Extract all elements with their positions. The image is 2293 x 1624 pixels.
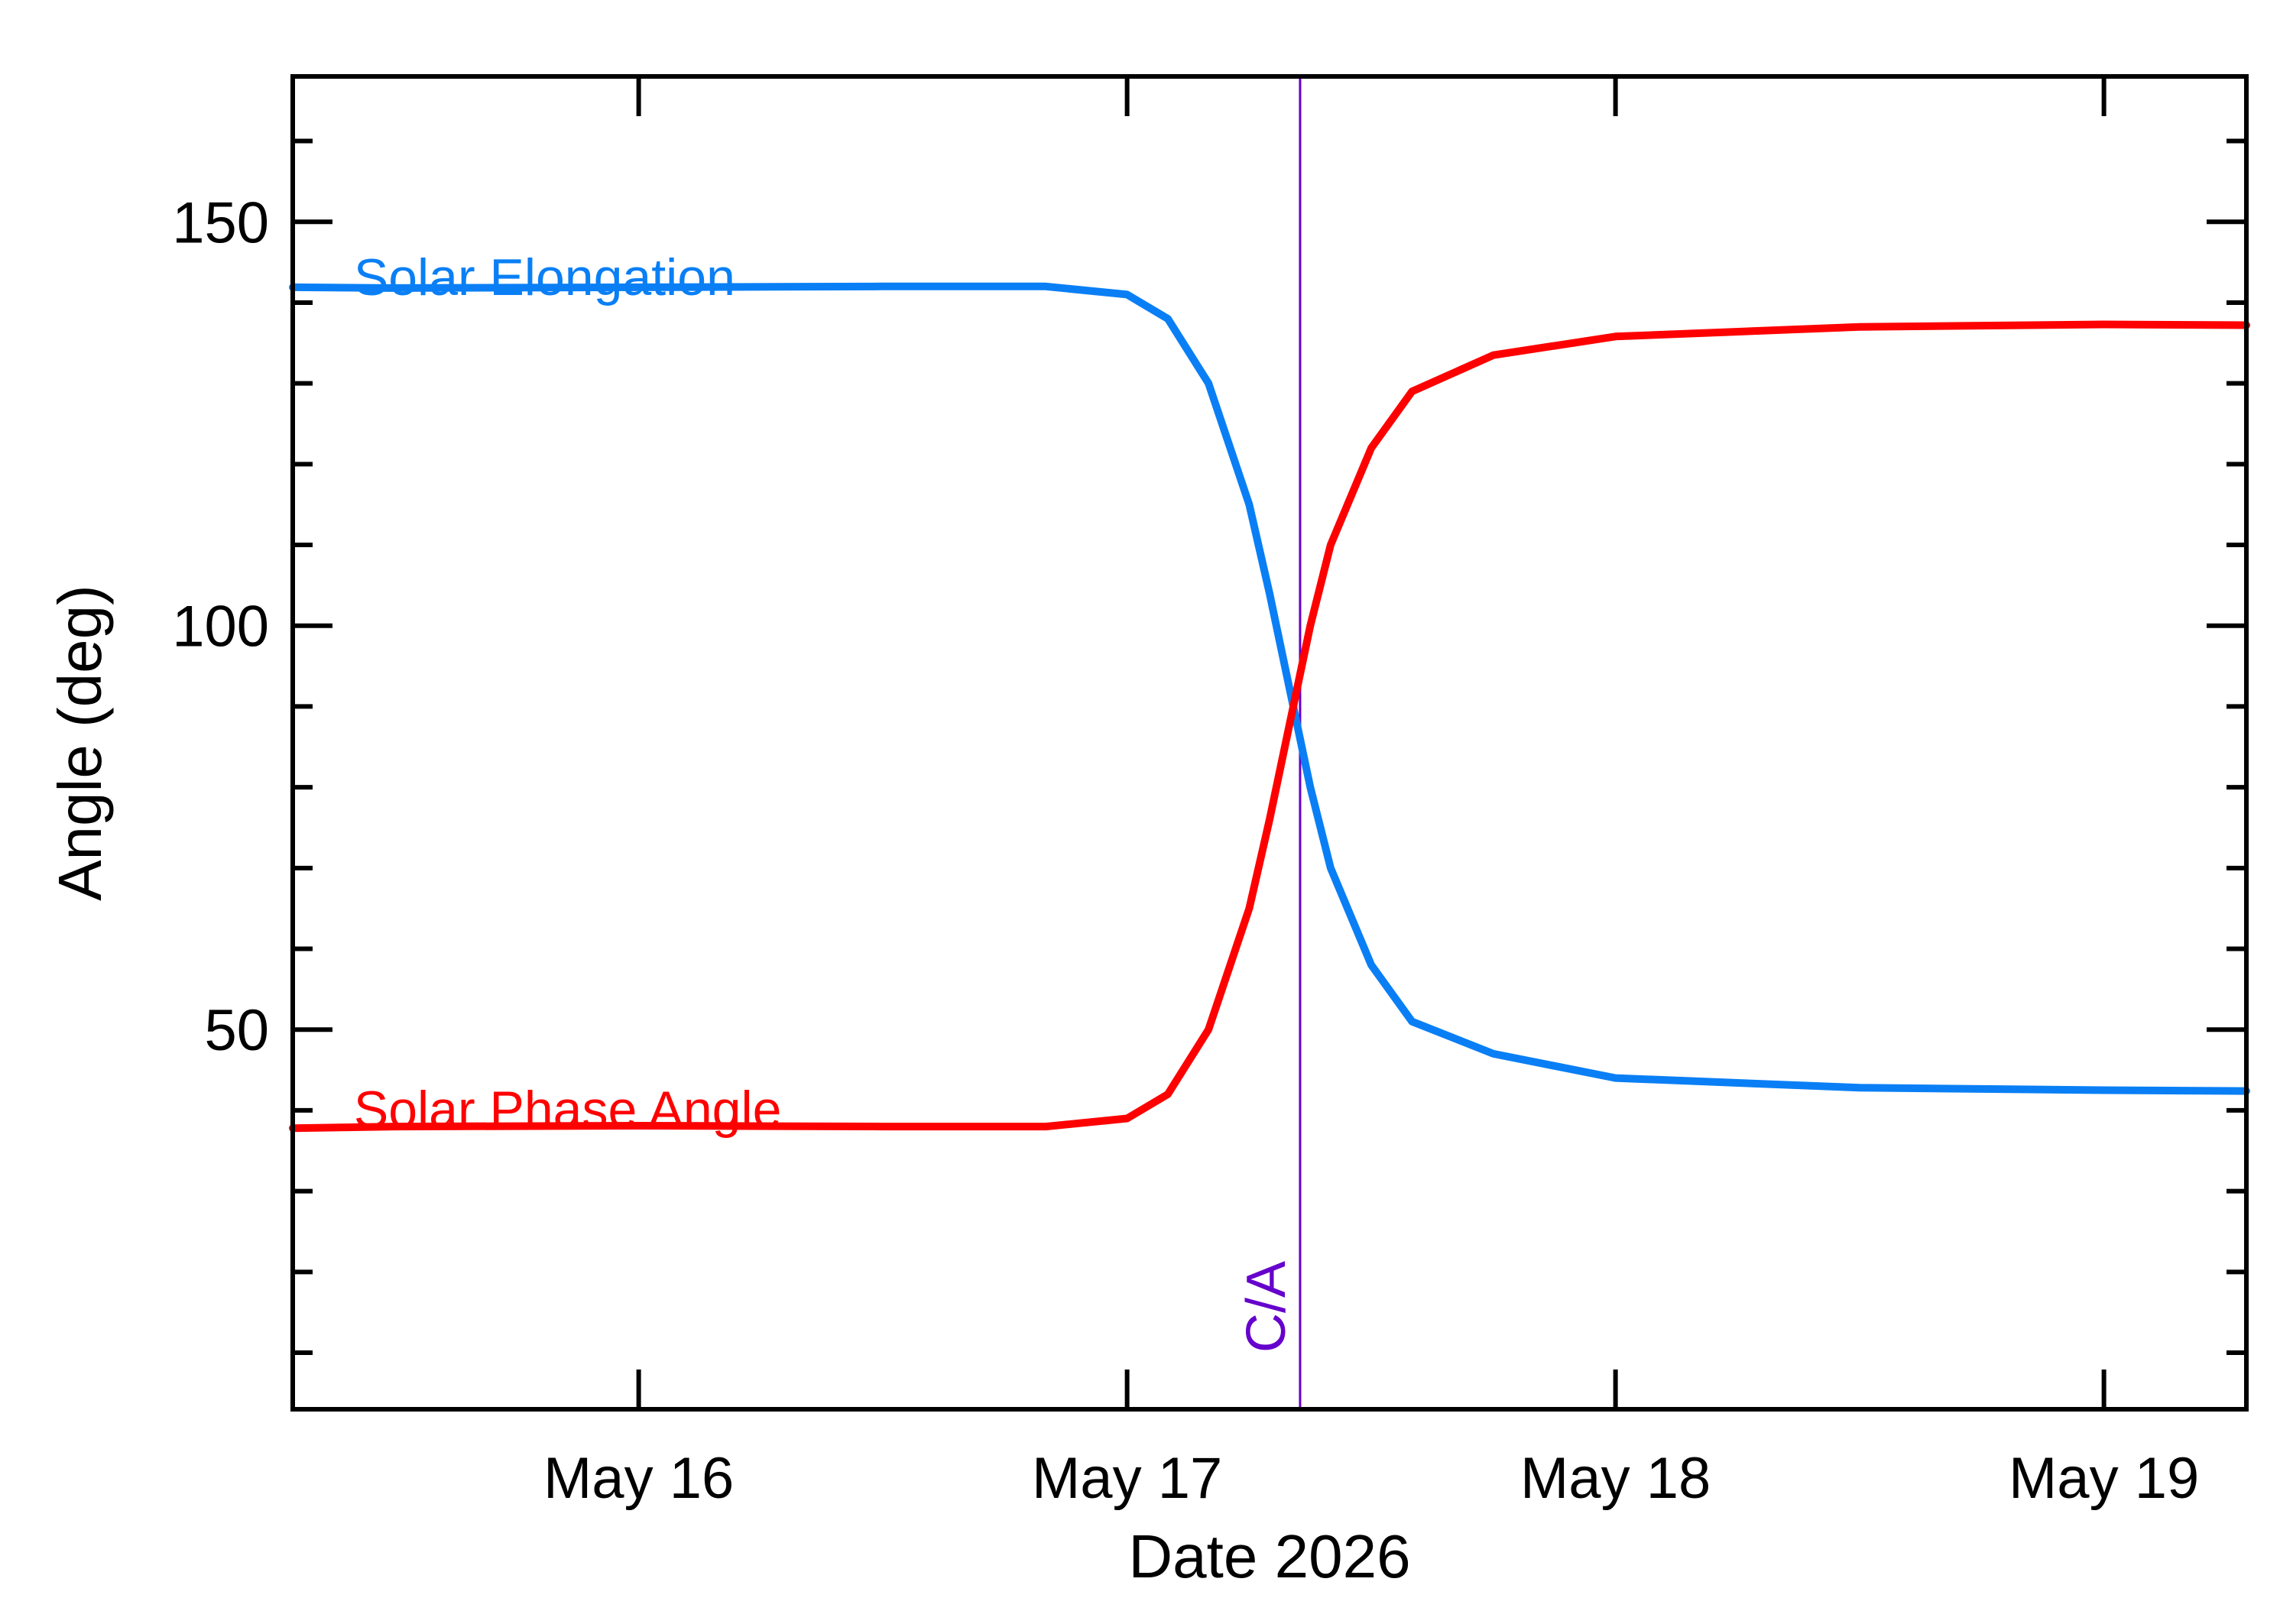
plot-marks: C/A Solar Elongation Solar Phase Angle	[289, 76, 2250, 1409]
series-label-1: Solar Phase Angle	[354, 1081, 782, 1139]
tick-labels: May 16 May 17 May 18 May 19 50 100 150	[172, 190, 2199, 1511]
x-tick-label-0: May 16	[543, 1446, 734, 1511]
x-tick-label-3: May 19	[2009, 1446, 2199, 1511]
y-axis-title: Angle (deg)	[46, 585, 114, 901]
x-tick-label-2: May 18	[1520, 1446, 1711, 1511]
y-tick-label-2: 150	[172, 190, 269, 255]
series-line-1	[289, 320, 2250, 1133]
closest-approach-label: C/A	[1236, 1261, 1297, 1353]
tick-marks	[293, 76, 2246, 1409]
y-tick-label-0: 50	[204, 998, 269, 1063]
y-tick-label-1: 100	[172, 595, 269, 660]
series-label-0: Solar Elongation	[354, 248, 735, 306]
x-axis-title: Date 2026	[1128, 1522, 1410, 1590]
plot-frame	[290, 74, 2249, 1412]
x-tick-label-1: May 17	[1032, 1446, 1222, 1511]
series-line-0	[289, 282, 2250, 1095]
